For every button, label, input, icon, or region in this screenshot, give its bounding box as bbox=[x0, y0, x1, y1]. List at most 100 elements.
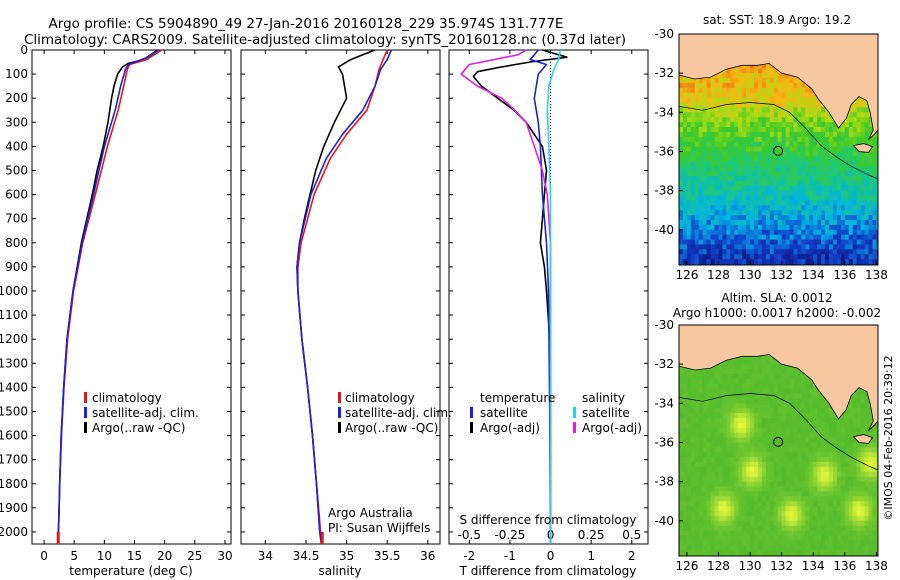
map-cell bbox=[809, 550, 814, 556]
map-cell bbox=[809, 545, 814, 551]
legend-label-argo: Argo(..raw -QC) bbox=[92, 421, 185, 435]
map-cell bbox=[750, 97, 755, 104]
map-cell bbox=[844, 224, 850, 231]
map-cell bbox=[781, 224, 787, 231]
map-cell bbox=[726, 408, 731, 414]
map-cell bbox=[738, 550, 743, 556]
map-cell bbox=[852, 131, 858, 138]
map-cell bbox=[844, 190, 850, 197]
map-cell bbox=[833, 545, 838, 551]
map-cell bbox=[690, 136, 696, 143]
map-cell bbox=[738, 481, 743, 488]
map-cell bbox=[844, 481, 850, 488]
map-cell bbox=[742, 161, 747, 167]
map-cell bbox=[754, 82, 759, 89]
map-cell bbox=[852, 496, 858, 502]
map-cell bbox=[848, 185, 854, 192]
legend-label-sal-argo: Argo(-adj) bbox=[582, 421, 642, 435]
map-cell bbox=[817, 403, 822, 409]
map-cell bbox=[718, 205, 723, 211]
map-cell bbox=[738, 107, 743, 113]
map-cell bbox=[726, 200, 731, 206]
map-cell bbox=[734, 82, 739, 89]
map-cell bbox=[797, 496, 802, 502]
map-cell bbox=[769, 457, 775, 463]
map-cell bbox=[714, 466, 719, 473]
map-cell bbox=[682, 195, 688, 201]
map-cell bbox=[821, 496, 826, 502]
map-cell bbox=[789, 107, 795, 113]
map-cell bbox=[754, 447, 759, 453]
map-cell bbox=[690, 185, 696, 192]
map-cell bbox=[761, 364, 767, 370]
map-cell bbox=[801, 530, 806, 537]
map-cell bbox=[690, 102, 696, 108]
map-cell bbox=[722, 122, 727, 128]
map-cell bbox=[829, 117, 834, 123]
map-cell bbox=[738, 254, 743, 260]
map-cell bbox=[805, 496, 810, 502]
map-cell bbox=[702, 437, 708, 444]
map-cell bbox=[848, 403, 854, 409]
map-cell bbox=[852, 102, 858, 108]
map-cell bbox=[682, 141, 688, 148]
map-cell bbox=[817, 530, 822, 537]
map-cell bbox=[856, 491, 862, 497]
map-cell bbox=[801, 200, 806, 206]
map-cell bbox=[754, 127, 759, 133]
map-cell bbox=[758, 234, 763, 241]
map-cell bbox=[777, 122, 783, 128]
legend-swatch-argo bbox=[338, 422, 341, 433]
map-cell bbox=[682, 185, 688, 192]
map-cell bbox=[722, 73, 727, 79]
map-cell bbox=[730, 97, 735, 104]
map-cell bbox=[714, 190, 719, 197]
map-cell bbox=[686, 501, 692, 507]
map-cell bbox=[758, 359, 763, 365]
map-cell bbox=[765, 175, 771, 182]
map-cell bbox=[730, 102, 735, 108]
map-cell bbox=[848, 462, 854, 468]
map-cell bbox=[702, 545, 708, 551]
map-cell bbox=[829, 254, 834, 260]
map-cell bbox=[805, 515, 810, 522]
map-cell bbox=[769, 166, 775, 172]
map-cell bbox=[682, 151, 688, 157]
map-cell bbox=[758, 185, 763, 192]
map-cell bbox=[781, 511, 787, 517]
map-cell bbox=[781, 107, 787, 113]
map-cell bbox=[710, 146, 716, 153]
map-cell bbox=[781, 127, 787, 133]
map-cell bbox=[714, 530, 719, 537]
map-cell bbox=[710, 78, 716, 84]
map-cell bbox=[765, 378, 771, 385]
map-cell bbox=[718, 506, 723, 512]
map-cell bbox=[769, 112, 775, 118]
map-cell bbox=[817, 393, 822, 399]
map-cell bbox=[718, 82, 723, 89]
map-cell bbox=[726, 239, 731, 246]
legend-swatch-sal-argo bbox=[573, 422, 576, 433]
map-cell bbox=[682, 171, 688, 177]
map-cell bbox=[750, 136, 755, 143]
map-cell bbox=[734, 520, 739, 527]
map-cell bbox=[710, 403, 716, 409]
map-cell bbox=[750, 408, 755, 414]
map-cell bbox=[769, 481, 775, 488]
map-cell bbox=[758, 378, 763, 385]
map-cell bbox=[773, 166, 779, 172]
map-cell bbox=[718, 471, 723, 478]
map-cell bbox=[750, 462, 755, 468]
map-cell bbox=[860, 102, 866, 108]
map-cell bbox=[702, 496, 708, 502]
map-cell bbox=[714, 383, 719, 390]
map-cell bbox=[777, 369, 783, 375]
map-cell bbox=[813, 122, 818, 128]
map-cell bbox=[844, 171, 850, 177]
map-cell bbox=[730, 190, 735, 197]
map-cell bbox=[833, 476, 838, 483]
map-cell bbox=[825, 239, 830, 246]
map-cell bbox=[746, 117, 751, 123]
map-cell bbox=[813, 486, 818, 492]
map-cell bbox=[750, 185, 755, 192]
